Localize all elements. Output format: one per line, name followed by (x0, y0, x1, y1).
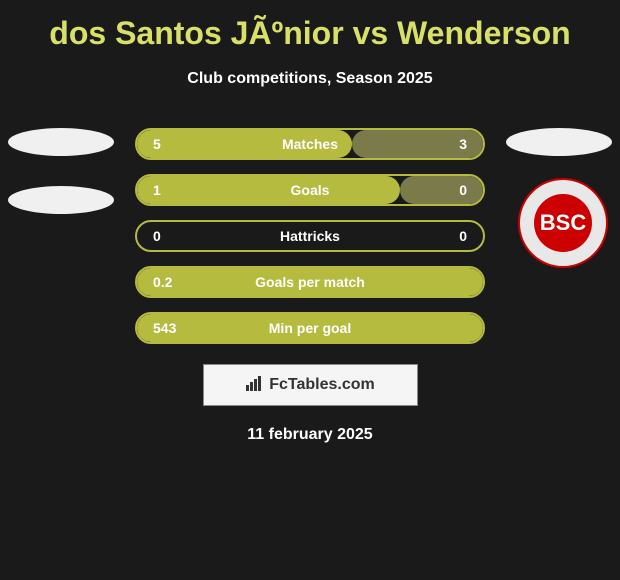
club-logo: BSC (518, 178, 608, 268)
stat-label: Min per goal (269, 320, 351, 336)
stat-left-value: 0.2 (153, 274, 172, 290)
player-ellipse (8, 186, 114, 214)
club-logo-abbrev: BSC (534, 194, 592, 252)
stat-bar: 1 Goals 0 (135, 174, 485, 206)
stat-bar: 0.2 Goals per match (135, 266, 485, 298)
stat-label: Hattricks (280, 228, 340, 244)
bar-text: 5 Matches 3 (137, 130, 483, 158)
bar-text: 0 Hattricks 0 (137, 222, 483, 250)
player-ellipse (8, 128, 114, 156)
stat-label: Goals per match (255, 274, 365, 290)
bar-text: 1 Goals 0 (137, 176, 483, 204)
left-player-placeholder (8, 128, 114, 244)
stat-bar: 5 Matches 3 (135, 128, 485, 160)
subtitle: Club competitions, Season 2025 (0, 70, 620, 88)
bar-text: 543 Min per goal (137, 314, 483, 342)
stat-left-value: 1 (153, 182, 161, 198)
stat-left-value: 0 (153, 228, 161, 244)
stat-label: Matches (282, 136, 338, 152)
date-text: 11 february 2025 (0, 426, 620, 444)
stat-left-value: 5 (153, 136, 161, 152)
stat-label: Goals (291, 182, 330, 198)
stat-right-value: 0 (459, 182, 467, 198)
stat-bar: 0 Hattricks 0 (135, 220, 485, 252)
bar-text: 0.2 Goals per match (137, 268, 483, 296)
stats-area: BSC 5 Matches 3 1 Goals 0 0 Hattricks 0 0.2 Goals … (0, 128, 620, 444)
chart-icon (245, 374, 263, 397)
stat-bars: 5 Matches 3 1 Goals 0 0 Hattricks 0 0.2 Goals per … (135, 128, 485, 344)
stat-left-value: 543 (153, 320, 176, 336)
stat-bar: 543 Min per goal (135, 312, 485, 344)
page-title: dos Santos JÃºnior vs Wenderson (0, 15, 620, 52)
stat-right-value: 3 (459, 136, 467, 152)
player-ellipse (506, 128, 612, 156)
stat-right-value: 0 (459, 228, 467, 244)
brand-text: FcTables.com (269, 376, 375, 394)
brand-box: FcTables.com (203, 364, 418, 406)
